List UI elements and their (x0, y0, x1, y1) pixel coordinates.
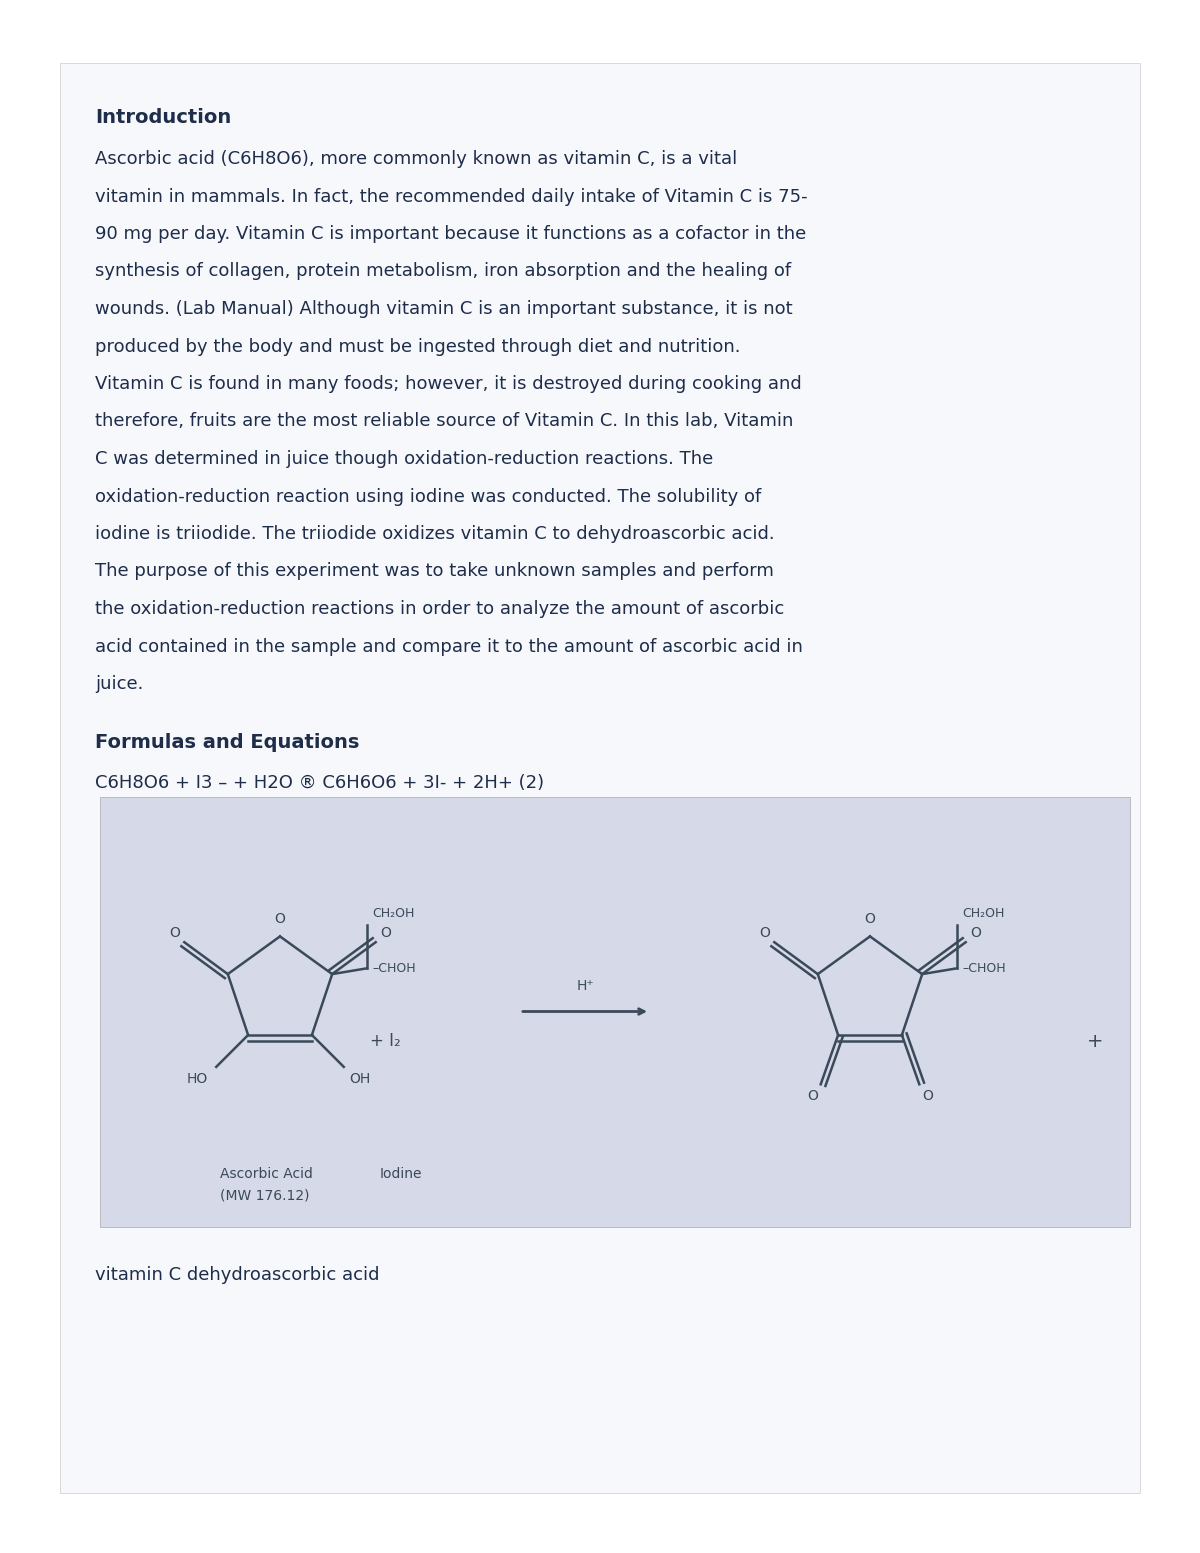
Text: vitamin in mammals. In fact, the recommended daily intake of Vitamin C is 75-: vitamin in mammals. In fact, the recomme… (95, 188, 808, 205)
Text: O: O (169, 926, 180, 940)
Text: O: O (380, 926, 391, 940)
Text: O: O (275, 913, 286, 927)
Text: Ascorbic acid (C6H8O6), more commonly known as vitamin C, is a vital: Ascorbic acid (C6H8O6), more commonly kn… (95, 151, 737, 168)
Text: wounds. (Lab Manual) Although vitamin C is an important substance, it is not: wounds. (Lab Manual) Although vitamin C … (95, 300, 793, 318)
Text: O: O (864, 913, 876, 927)
Text: C6H8O6 + I3 – + H2O ® C6H6O6 + 3I- + 2H+ (2): C6H8O6 + I3 – + H2O ® C6H6O6 + 3I- + 2H+… (95, 775, 544, 792)
Text: H⁺: H⁺ (576, 980, 594, 994)
Text: + I₂: + I₂ (370, 1033, 401, 1050)
Text: The purpose of this experiment was to take unknown samples and perform: The purpose of this experiment was to ta… (95, 562, 774, 581)
Text: CH₂OH: CH₂OH (372, 907, 414, 919)
Text: Ascorbic Acid: Ascorbic Acid (220, 1166, 313, 1180)
Text: O: O (758, 926, 769, 940)
Text: 90 mg per day. Vitamin C is important because it functions as a cofactor in the: 90 mg per day. Vitamin C is important be… (95, 225, 806, 242)
Text: –CHOH: –CHOH (962, 961, 1006, 975)
Text: iodine is triiodide. The triiodide oxidizes vitamin C to dehydroascorbic acid.: iodine is triiodide. The triiodide oxidi… (95, 525, 775, 544)
Text: +: + (1087, 1033, 1103, 1051)
Text: Vitamin C is found in many foods; however, it is destroyed during cooking and: Vitamin C is found in many foods; howeve… (95, 374, 802, 393)
Text: acid contained in the sample and compare it to the amount of ascorbic acid in: acid contained in the sample and compare… (95, 637, 803, 655)
Text: O: O (808, 1089, 818, 1103)
Text: C was determined in juice though oxidation-reduction reactions. The: C was determined in juice though oxidati… (95, 450, 713, 467)
Text: the oxidation-reduction reactions in order to analyze the amount of ascorbic: the oxidation-reduction reactions in ord… (95, 599, 785, 618)
Text: vitamin C dehydroascorbic acid: vitamin C dehydroascorbic acid (95, 1267, 379, 1284)
Text: OH: OH (349, 1072, 370, 1086)
Text: produced by the body and must be ingested through diet and nutrition.: produced by the body and must be ingeste… (95, 337, 740, 356)
Text: –CHOH: –CHOH (372, 961, 415, 975)
Text: synthesis of collagen, protein metabolism, iron absorption and the healing of: synthesis of collagen, protein metabolis… (95, 262, 791, 281)
Text: Introduction: Introduction (95, 109, 232, 127)
Text: therefore, fruits are the most reliable source of Vitamin C. In this lab, Vitami: therefore, fruits are the most reliable … (95, 413, 793, 430)
Text: O: O (971, 926, 982, 940)
Bar (100, 797, 1130, 1227)
Text: (MW 176.12): (MW 176.12) (220, 1188, 310, 1202)
Text: CH₂OH: CH₂OH (962, 907, 1004, 919)
Text: O: O (922, 1089, 932, 1103)
Text: juice.: juice. (95, 676, 143, 693)
Text: oxidation-reduction reaction using iodine was conducted. The solubility of: oxidation-reduction reaction using iodin… (95, 488, 761, 505)
Text: HO: HO (187, 1072, 209, 1086)
Text: Formulas and Equations: Formulas and Equations (95, 733, 359, 752)
Text: Iodine: Iodine (380, 1166, 422, 1180)
